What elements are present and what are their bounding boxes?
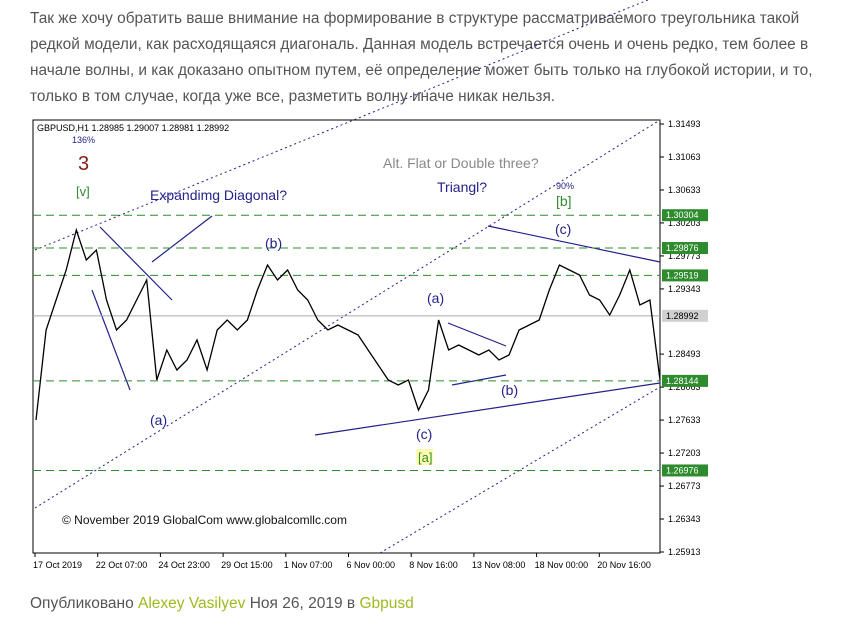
x-tick-label: 17 Oct 2019	[33, 560, 82, 570]
current-label: 1.28992	[666, 311, 699, 321]
annotation: 136%	[72, 135, 95, 145]
y-tick-label: 1.31063	[668, 152, 701, 162]
y-tick-label: 1.30633	[668, 185, 701, 195]
article-text: Так же хочу обратить ваше внимание на фо…	[30, 6, 812, 110]
annotation: [a]	[418, 450, 432, 465]
level-label: 1.28144	[666, 376, 699, 386]
x-tick-label: 8 Nov 16:00	[409, 560, 458, 570]
copyright: © November 2019 GlobalCom www.globalcoml…	[62, 513, 347, 527]
paragraph-line: начале волны, и как доказано опытном пут…	[30, 62, 813, 79]
paragraph-line: только в том случае, когда уже все, разм…	[30, 88, 556, 105]
y-tick-label: 1.26773	[668, 481, 701, 491]
x-tick-label: 24 Oct 23:00	[158, 560, 210, 570]
x-tick-label: 1 Nov 07:00	[284, 560, 333, 570]
current-box	[662, 309, 708, 322]
chart-header: GBPUSD,H1 1.28985 1.29007 1.28981 1.2899…	[37, 123, 229, 133]
level-label: 1.30304	[666, 210, 699, 220]
annotation: (a)	[150, 412, 167, 428]
y-tick-label: 1.30203	[668, 218, 701, 228]
y-tick-label: 1.27633	[668, 415, 701, 425]
paragraph-line: Так же хочу обратить ваше внимание на фо…	[30, 10, 800, 27]
y-tick-label: 1.26343	[668, 514, 701, 524]
level-box	[662, 374, 708, 387]
annotation: Triangl?	[437, 179, 487, 195]
post-meta: Опубликовано Alexey Vasilyev Ноя 26, 201…	[30, 595, 414, 613]
author-link[interactable]: Alexey Vasilyev	[138, 595, 246, 612]
channel-lines	[34, 0, 661, 554]
annotation: [b]	[556, 193, 572, 209]
plot-frame	[32, 119, 661, 554]
x-tick-label: 22 Oct 07:00	[96, 560, 148, 570]
x-tick-label: 13 Nov 08:00	[472, 560, 526, 570]
level-box	[662, 209, 708, 222]
chart-bg	[30, 115, 712, 577]
level-label: 1.26976	[666, 465, 699, 475]
chart-image: GBPUSD,H1 1.28985 1.29007 1.28981 1.2899…	[30, 0, 712, 577]
meta-in: в	[346, 595, 356, 612]
annotation: (a)	[427, 290, 444, 306]
y-tick-label: 1.28063	[668, 382, 701, 392]
price-line	[35, 227, 661, 421]
y-tick-label: 1.29343	[668, 284, 701, 294]
annotation: (c)	[555, 221, 571, 237]
post-date: Ноя 26, 2019	[249, 595, 343, 612]
annotation-bg	[416, 449, 433, 465]
annotation: [v]	[76, 184, 90, 199]
x-tick-label: 20 Nov 16:00	[597, 560, 651, 570]
annotation: (c)	[416, 426, 432, 442]
paragraph-line: редкой модели, как расходящаяся диагонал…	[30, 36, 809, 53]
annotation: (b)	[265, 235, 282, 251]
level-box	[662, 242, 708, 255]
annotation: 3	[78, 153, 89, 175]
level-box	[662, 464, 708, 477]
trend-lines	[91, 215, 661, 436]
y-tick-label: 1.29773	[668, 251, 701, 261]
category-link[interactable]: Gbpusd	[359, 595, 414, 612]
y-tick-label: 1.31493	[668, 119, 701, 129]
annotation: Alt. Flat or Double three?	[383, 155, 539, 171]
x-tick-label: 18 Nov 00:00	[535, 560, 589, 570]
y-tick-label: 1.27203	[668, 448, 701, 458]
x-tick-label: 6 Nov 00:00	[347, 560, 396, 570]
meta-prefix: Опубликовано	[30, 595, 134, 612]
annotation: (b)	[501, 382, 518, 398]
level-box	[662, 269, 708, 282]
x-tick-label: 29 Oct 15:00	[221, 560, 273, 570]
y-tick-label: 1.28493	[668, 349, 701, 359]
annotation: Expandimg Diagonal?	[150, 187, 287, 203]
level-label: 1.29519	[666, 270, 699, 280]
y-tick-label: 1.25913	[668, 547, 701, 557]
annotation: 90%	[556, 181, 574, 191]
level-label: 1.29876	[666, 243, 699, 253]
